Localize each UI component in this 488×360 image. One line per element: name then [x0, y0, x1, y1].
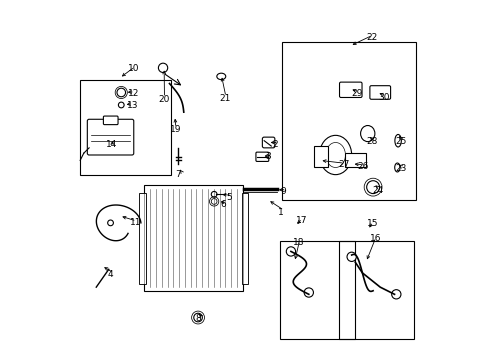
Text: 26: 26: [357, 162, 368, 171]
FancyBboxPatch shape: [262, 137, 274, 148]
Text: 1: 1: [277, 208, 283, 217]
Ellipse shape: [394, 134, 401, 147]
Text: 7: 7: [175, 170, 181, 179]
Text: 11: 11: [130, 219, 142, 228]
Circle shape: [117, 88, 125, 97]
Text: 25: 25: [394, 137, 406, 146]
Text: 28: 28: [366, 137, 377, 146]
FancyBboxPatch shape: [255, 152, 268, 161]
Bar: [241, 193, 247, 284]
Circle shape: [304, 288, 313, 297]
Text: 3: 3: [264, 152, 270, 161]
Text: 22: 22: [365, 33, 376, 42]
Text: 21: 21: [219, 94, 230, 103]
Text: 27: 27: [337, 161, 349, 170]
Text: 29: 29: [350, 89, 362, 98]
Bar: [80, 80, 171, 175]
Text: 20: 20: [158, 95, 169, 104]
Text: 30: 30: [378, 93, 389, 102]
Circle shape: [346, 252, 356, 261]
Text: 2: 2: [272, 140, 277, 149]
Bar: [313, 146, 328, 167]
Bar: [339, 241, 413, 339]
Bar: [279, 241, 354, 339]
Text: 17: 17: [295, 216, 306, 225]
Text: 13: 13: [126, 101, 138, 110]
Text: 10: 10: [128, 64, 140, 73]
FancyBboxPatch shape: [103, 116, 118, 125]
Text: 9: 9: [280, 187, 285, 196]
Bar: [344, 153, 365, 167]
Text: 24: 24: [372, 185, 383, 194]
Text: 8: 8: [195, 314, 201, 323]
Ellipse shape: [360, 126, 374, 141]
Circle shape: [211, 199, 217, 204]
Circle shape: [107, 220, 113, 226]
Text: 14: 14: [106, 140, 117, 149]
Text: 4: 4: [107, 270, 113, 279]
Text: 16: 16: [369, 234, 380, 243]
Bar: [144, 185, 242, 291]
Circle shape: [158, 63, 167, 72]
FancyBboxPatch shape: [87, 119, 134, 155]
Text: 19: 19: [169, 126, 181, 135]
Ellipse shape: [319, 135, 351, 175]
Circle shape: [118, 102, 124, 108]
Circle shape: [285, 247, 295, 256]
Text: 5: 5: [225, 193, 231, 202]
Circle shape: [366, 181, 379, 194]
Text: 12: 12: [128, 89, 140, 98]
Text: 18: 18: [292, 238, 304, 247]
FancyBboxPatch shape: [369, 86, 390, 99]
Text: 6: 6: [220, 200, 225, 209]
Text: 15: 15: [366, 219, 377, 228]
Bar: [139, 193, 145, 284]
Circle shape: [193, 313, 202, 322]
Ellipse shape: [394, 163, 399, 172]
FancyBboxPatch shape: [339, 82, 361, 98]
Circle shape: [391, 290, 400, 299]
Circle shape: [211, 192, 217, 197]
Text: 23: 23: [394, 164, 406, 173]
Bar: [282, 42, 415, 200]
Ellipse shape: [216, 73, 225, 80]
